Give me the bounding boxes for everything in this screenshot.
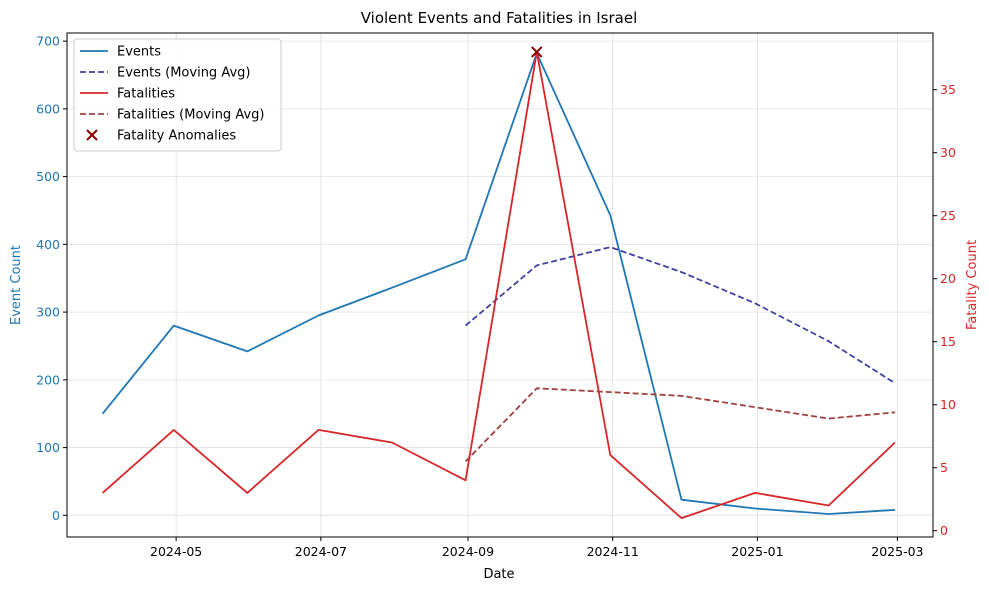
x-tick-label: 2025-01 (731, 544, 783, 559)
x-tick-label: 2024-09 (442, 544, 494, 559)
fatalities-line (102, 51, 896, 519)
x-tick-label: 2024-11 (587, 544, 639, 559)
left-tick-label: 700 (36, 34, 60, 49)
bottom-axis: 2024-05 2024-07 2024-09 2024-11 2025-01 2025-… (150, 537, 924, 559)
legend-label-fatalities: Fatalities (117, 87, 175, 102)
left-axis-title: Event Count (9, 245, 24, 325)
legend-label-events: Events (117, 45, 161, 60)
left-tick-label: 0 (52, 508, 60, 523)
legend-label-events-moving-avg: Events (Moving Avg) (117, 66, 250, 81)
left-axis: 0 100 200 300 400 500 600 700 (36, 34, 67, 523)
left-tick-label: 200 (36, 372, 60, 387)
fatalities-moving-avg-line (464, 387, 896, 463)
left-tick-label: 400 (36, 237, 60, 252)
chart-title: Violent Events and Fatalities in Israel (361, 9, 638, 27)
right-tick-label: 20 (940, 271, 956, 286)
right-tick-label: 5 (940, 460, 948, 475)
right-axis-title: Fatality Count (965, 240, 980, 330)
fatality-anomalies-marker (531, 46, 543, 58)
series-layer (101, 46, 896, 519)
left-tick-label: 600 (36, 101, 60, 116)
left-tick-label: 300 (36, 305, 60, 320)
right-tick-label: 10 (940, 397, 956, 412)
events-moving-avg-line (465, 246, 896, 384)
right-tick-label: 25 (940, 208, 956, 223)
events-line (101, 52, 896, 515)
legend-swatch-fatality-anomalies (86, 129, 98, 141)
left-tick-label: 500 (36, 169, 60, 184)
x-axis-title: Date (483, 567, 514, 582)
legend: Events Events (Moving Avg) Fatalities Fatal… (73, 38, 282, 152)
legend-label-fatality-anomalies: Fatality Anomalies (117, 129, 236, 144)
legend-label-fatalities-moving-avg: Fatalities (Moving Avg) (117, 108, 264, 123)
plot-frame (66, 32, 934, 538)
right-tick-label: 35 (940, 82, 956, 97)
right-tick-label: 0 (940, 523, 948, 538)
right-tick-label: 15 (940, 334, 956, 349)
left-tick-label: 100 (36, 440, 60, 455)
x-tick-label: 2024-07 (295, 544, 347, 559)
anomaly-x-stroke (531, 46, 543, 58)
x-tick-label: 2024-05 (150, 544, 202, 559)
right-tick-label: 30 (940, 145, 956, 160)
right-axis: 0 5 10 15 20 25 30 35 (933, 82, 956, 538)
legend-box (73, 38, 282, 152)
x-tick-label: 2025-03 (871, 544, 923, 559)
